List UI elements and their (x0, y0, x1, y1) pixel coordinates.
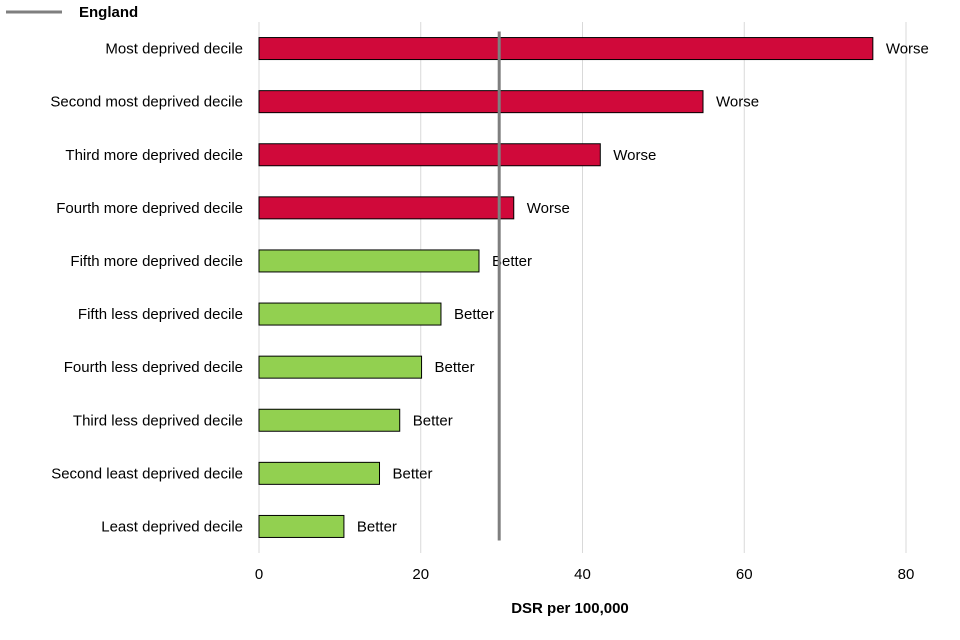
bar-9 (258, 461, 381, 485)
bar-2 (258, 90, 704, 114)
x-tick-label-60: 60 (736, 566, 753, 583)
data-label-3: Worse (613, 147, 656, 164)
category-label-6: Fifth less deprived decile (78, 306, 243, 323)
legend-england-label: England (79, 4, 138, 21)
data-label-6: Better (454, 306, 494, 323)
legend: England (6, 4, 138, 21)
bar-1 (258, 37, 874, 61)
x-axis-ticks: 0 20 40 60 80 (255, 566, 915, 583)
x-axis-title: DSR per 100,000 (511, 600, 629, 617)
data-label-10: Better (357, 518, 397, 535)
data-labels: Worse Worse Worse Worse Better Better Better Be… (357, 41, 929, 536)
data-label-7: Better (435, 359, 475, 376)
data-label-2: Worse (716, 94, 759, 111)
category-label-10: Least deprived decile (101, 518, 243, 535)
data-label-5: Better (492, 253, 532, 270)
bar-6 (258, 302, 442, 326)
x-tick-label-40: 40 (574, 566, 591, 583)
category-label-7: Fourth less deprived decile (64, 359, 243, 376)
x-tick-label-80: 80 (898, 566, 915, 583)
data-label-9: Better (393, 465, 433, 482)
x-tick-label-0: 0 (255, 566, 263, 583)
bar-8 (258, 408, 401, 432)
data-label-1: Worse (886, 41, 929, 58)
bar-3 (258, 143, 601, 167)
category-label-9: Second least deprived decile (51, 465, 243, 482)
category-label-5: Fifth more deprived decile (70, 253, 243, 270)
bar-4 (258, 196, 515, 220)
category-label-1: Most deprived decile (105, 41, 243, 58)
category-label-2: Second most deprived decile (50, 94, 243, 111)
category-label-4: Fourth more deprived decile (56, 200, 243, 217)
bar-7 (258, 355, 423, 379)
bar-10 (258, 514, 345, 538)
data-label-8: Better (413, 412, 453, 429)
bar-5 (258, 249, 480, 273)
data-label-4: Worse (527, 200, 570, 217)
bars (258, 37, 874, 538)
category-labels: Most deprived decile Second most deprived… (50, 41, 243, 536)
x-tick-label-20: 20 (412, 566, 429, 583)
category-label-8: Third less deprived decile (73, 412, 243, 429)
category-label-3: Third more deprived decile (65, 147, 243, 164)
